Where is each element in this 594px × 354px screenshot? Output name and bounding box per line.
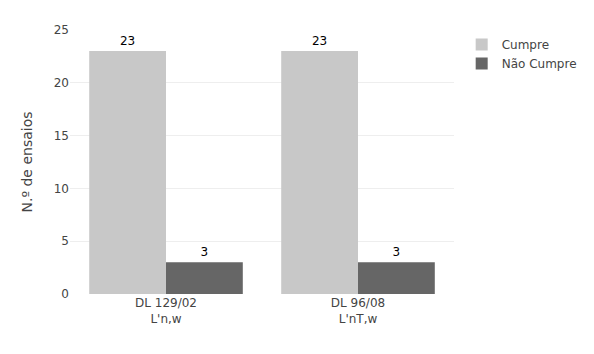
svg-text:3: 3 bbox=[393, 245, 401, 259]
svg-text:0: 0 bbox=[61, 287, 69, 301]
svg-text:DL 96/08L'nT,w: DL 96/08L'nT,w bbox=[331, 296, 385, 326]
svg-text:23: 23 bbox=[120, 34, 135, 48]
svg-text:10: 10 bbox=[54, 182, 69, 196]
svg-text:23: 23 bbox=[312, 34, 327, 48]
svg-text:Não Cumpre: Não Cumpre bbox=[502, 57, 577, 71]
svg-text:3: 3 bbox=[201, 245, 209, 259]
svg-text:Cumpre: Cumpre bbox=[502, 38, 549, 52]
svg-text:DL 129/02L'n,w: DL 129/02L'n,w bbox=[135, 296, 197, 326]
svg-text:20: 20 bbox=[54, 76, 69, 90]
svg-text:5: 5 bbox=[61, 234, 69, 248]
svg-text:15: 15 bbox=[54, 129, 69, 143]
svg-text:N.º de ensaios: N.º de ensaios bbox=[19, 111, 35, 212]
svg-text:25: 25 bbox=[54, 23, 69, 37]
